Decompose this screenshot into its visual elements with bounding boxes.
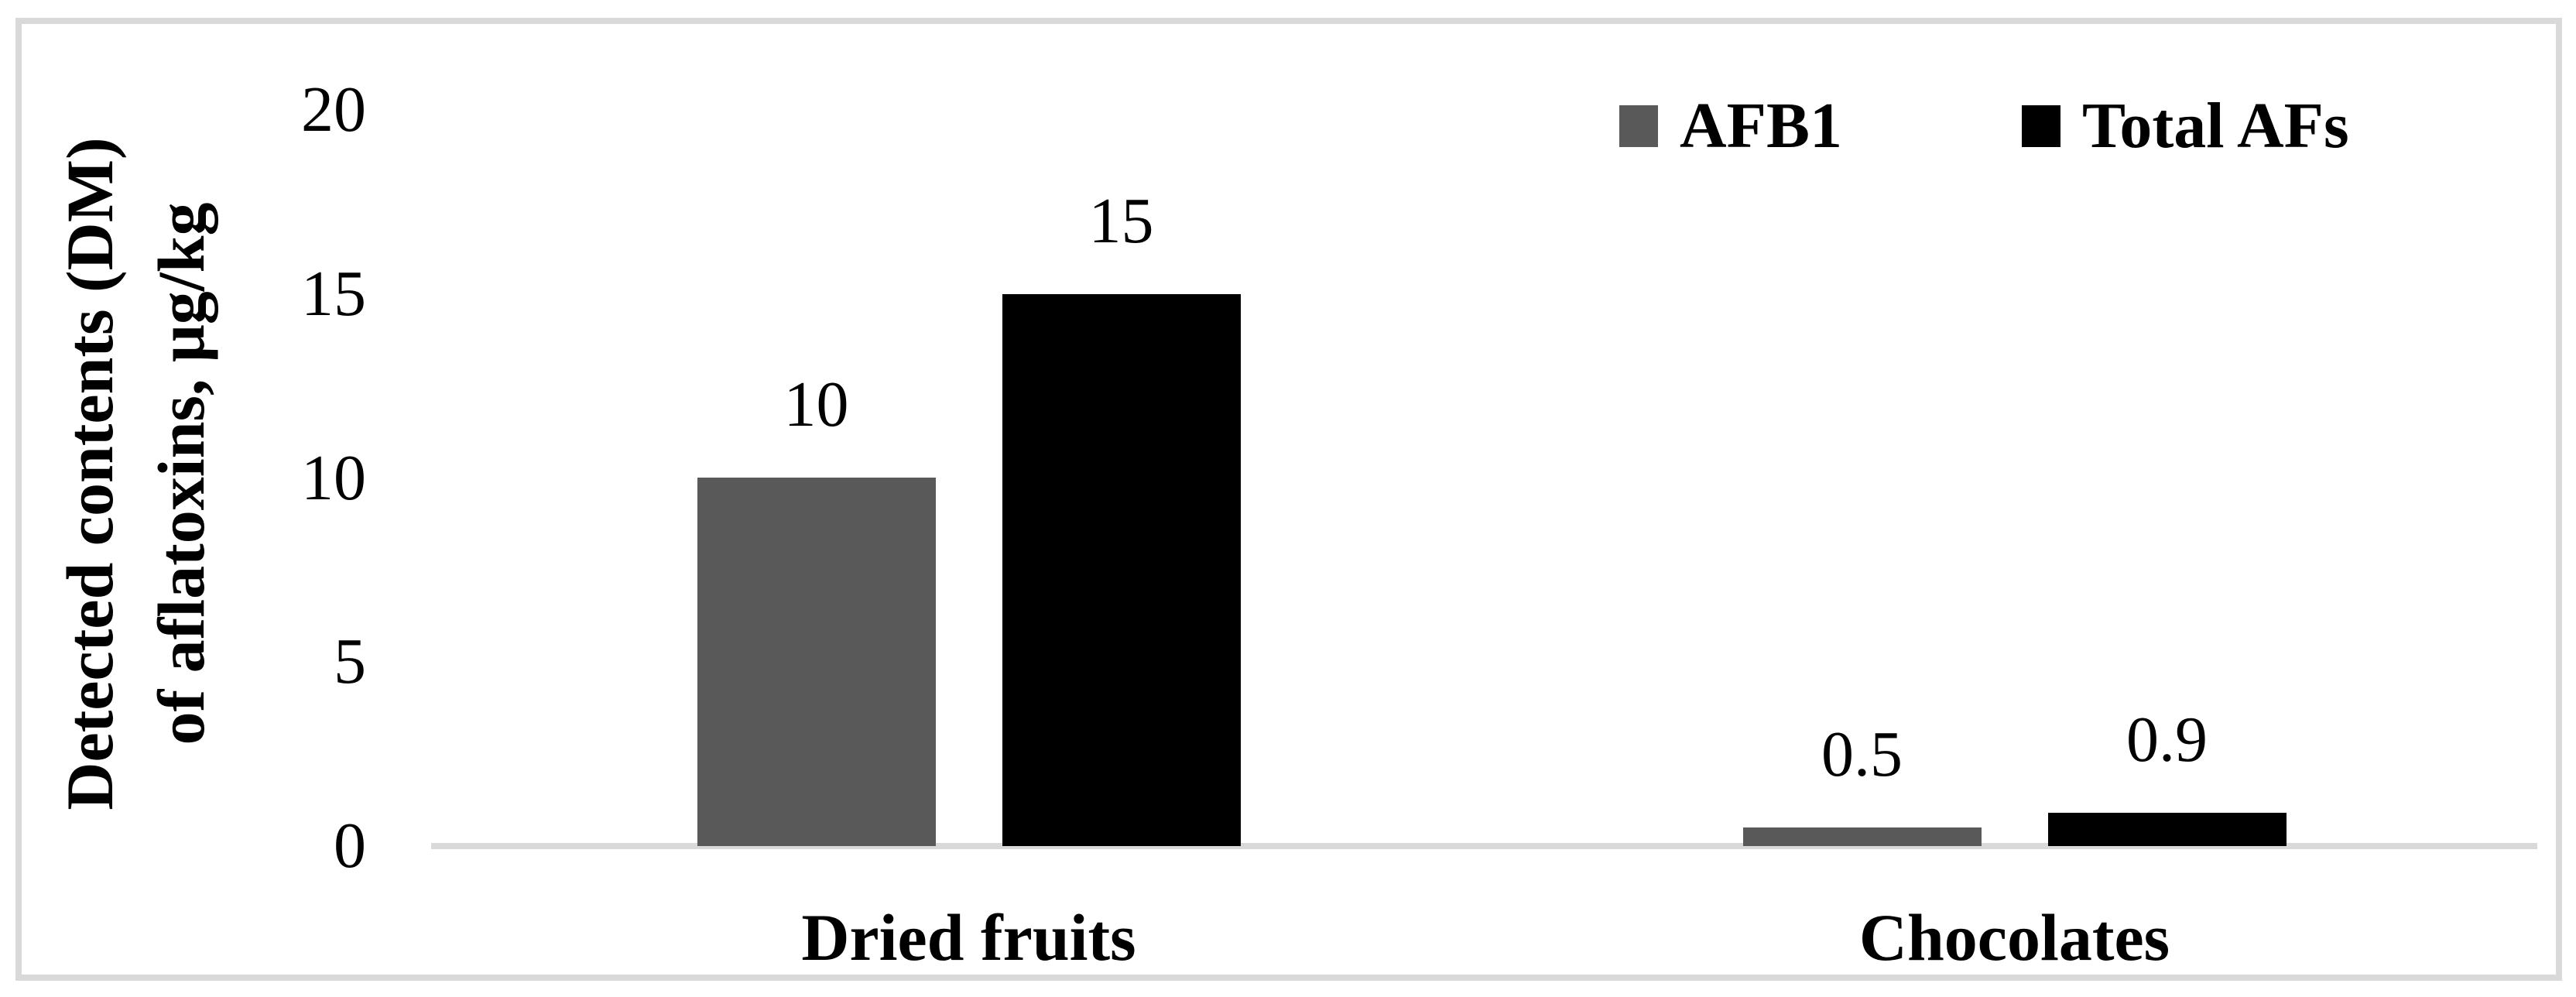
legend-item-afb1: AFB1 <box>1619 90 1842 162</box>
bar-chocolates-afb1 <box>1742 827 1982 846</box>
y-tick-label-15: 15 <box>301 257 366 330</box>
legend-label-total-afs: Total AFs <box>2082 90 2349 162</box>
x-axis-line <box>431 843 2537 849</box>
bar-dried-fruits-afb1 <box>697 478 936 846</box>
legend-swatch-afb1 <box>1619 105 1658 147</box>
data-label-dried-fruits-afb1: 10 <box>783 368 849 440</box>
bar-chocolates-total-afs <box>2047 813 2287 846</box>
y-tick-label-0: 0 <box>334 810 366 882</box>
data-label-chocolates-total-afs: 0.9 <box>2126 704 2208 776</box>
y-tick-label-20: 20 <box>301 74 366 146</box>
y-axis-title-line1: Detected contents (DM) <box>53 137 127 810</box>
category-label-dried-fruits: Dried fruits <box>801 900 1136 975</box>
legend-item-total-afs: Total AFs <box>2022 90 2349 162</box>
category-label-chocolates: Chocolates <box>1858 900 2170 975</box>
legend-label-afb1: AFB1 <box>1680 90 1842 162</box>
legend-swatch-total-afs <box>2022 105 2060 147</box>
y-tick-label-10: 10 <box>301 441 366 514</box>
bar-dried-fruits-total-afs <box>1002 294 1241 846</box>
data-label-dried-fruits-total-afs: 15 <box>1088 185 1154 257</box>
data-label-chocolates-afb1: 0.5 <box>1821 718 1903 790</box>
chart-border <box>15 18 2562 981</box>
y-tick-label-5: 5 <box>334 625 366 698</box>
